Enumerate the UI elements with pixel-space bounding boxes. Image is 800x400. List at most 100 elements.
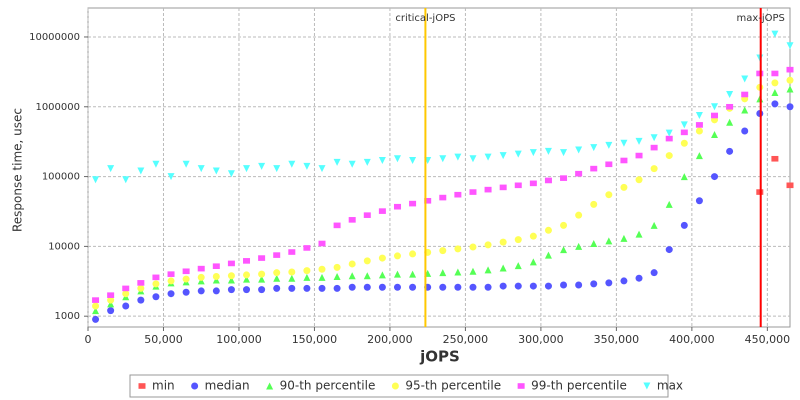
data-point — [92, 315, 100, 323]
data-point — [288, 284, 296, 292]
data-point — [620, 277, 628, 285]
data-point — [167, 173, 175, 181]
data-point — [590, 144, 598, 152]
data-point — [137, 284, 145, 292]
data-point — [107, 292, 115, 298]
data-point — [469, 189, 477, 195]
data-point — [605, 279, 613, 287]
data-point — [107, 165, 115, 173]
data-point — [303, 284, 311, 292]
data-point — [529, 258, 537, 266]
data-point — [695, 111, 703, 119]
data-point — [484, 153, 492, 161]
data-point — [605, 237, 613, 245]
data-point — [605, 191, 613, 199]
data-point — [635, 152, 643, 159]
x-tick-label: 0 — [85, 333, 92, 346]
data-point — [333, 222, 341, 229]
data-point — [665, 152, 673, 160]
data-point — [137, 167, 145, 175]
data-point — [469, 243, 477, 251]
data-point — [711, 173, 719, 181]
data-point — [258, 275, 266, 283]
data-point — [273, 165, 281, 173]
data-point — [167, 271, 175, 277]
data-point — [227, 286, 235, 294]
data-point — [409, 250, 417, 258]
data-point — [212, 287, 220, 295]
data-point — [680, 139, 688, 147]
data-point — [409, 156, 417, 164]
data-point — [544, 147, 552, 155]
data-point — [514, 182, 522, 189]
data-point — [303, 245, 311, 251]
data-point — [122, 285, 130, 292]
data-point — [786, 85, 794, 93]
data-point — [363, 283, 371, 291]
data-point — [288, 268, 296, 276]
data-point — [122, 302, 130, 310]
data-point — [197, 165, 205, 173]
data-point — [258, 255, 266, 261]
data-point — [348, 272, 356, 280]
data-point — [650, 165, 658, 173]
data-point — [152, 293, 160, 301]
legend-label: median — [205, 379, 250, 393]
data-point — [92, 307, 100, 315]
data-point — [695, 127, 703, 135]
data-point — [665, 129, 673, 137]
x-tick-label: 400,000 — [669, 333, 715, 346]
data-point — [529, 180, 537, 187]
data-point — [92, 176, 100, 184]
data-point — [575, 242, 583, 250]
data-point — [212, 263, 220, 270]
data-point — [786, 182, 794, 189]
data-point — [741, 75, 749, 83]
legend — [129, 374, 669, 398]
data-point — [273, 284, 281, 292]
data-point — [499, 184, 507, 191]
data-point — [107, 300, 115, 308]
y-tick-label: 1000 — [55, 311, 80, 322]
data-point — [273, 274, 281, 282]
data-point — [303, 162, 311, 170]
data-point — [726, 90, 734, 98]
data-point — [363, 272, 371, 280]
x-tick-label: 250,000 — [443, 333, 489, 346]
data-point — [243, 258, 251, 264]
data-point — [620, 183, 628, 191]
data-point — [152, 280, 160, 288]
data-point — [484, 241, 492, 249]
data-point — [258, 270, 266, 278]
data-point — [137, 280, 145, 286]
data-point — [318, 284, 326, 292]
legend-label: 90-th percentile — [280, 379, 376, 393]
y-tick-label: 100000 — [42, 172, 80, 183]
data-point — [393, 203, 401, 210]
data-point — [695, 122, 703, 128]
legend-marker — [517, 383, 525, 389]
data-point — [318, 273, 326, 281]
data-point — [333, 263, 341, 271]
data-point — [590, 200, 598, 208]
data-point — [243, 271, 251, 279]
data-point — [560, 149, 568, 157]
legend-marker — [191, 382, 199, 390]
data-point — [393, 155, 401, 163]
data-point — [575, 170, 583, 177]
data-point — [182, 160, 190, 168]
data-point — [711, 112, 719, 119]
y-axis-label: Response time, usec — [11, 108, 25, 232]
y-tick-label: 1000000 — [35, 102, 80, 113]
data-point — [469, 267, 477, 275]
x-tick-label: 200,000 — [367, 333, 413, 346]
data-point — [348, 160, 356, 168]
legend-marker — [391, 382, 399, 390]
legend-label: 99-th percentile — [531, 379, 627, 393]
data-point — [590, 280, 598, 288]
data-point — [348, 217, 356, 223]
data-point — [318, 265, 326, 273]
data-point — [695, 152, 703, 160]
data-point — [484, 186, 492, 193]
data-point — [167, 277, 175, 285]
